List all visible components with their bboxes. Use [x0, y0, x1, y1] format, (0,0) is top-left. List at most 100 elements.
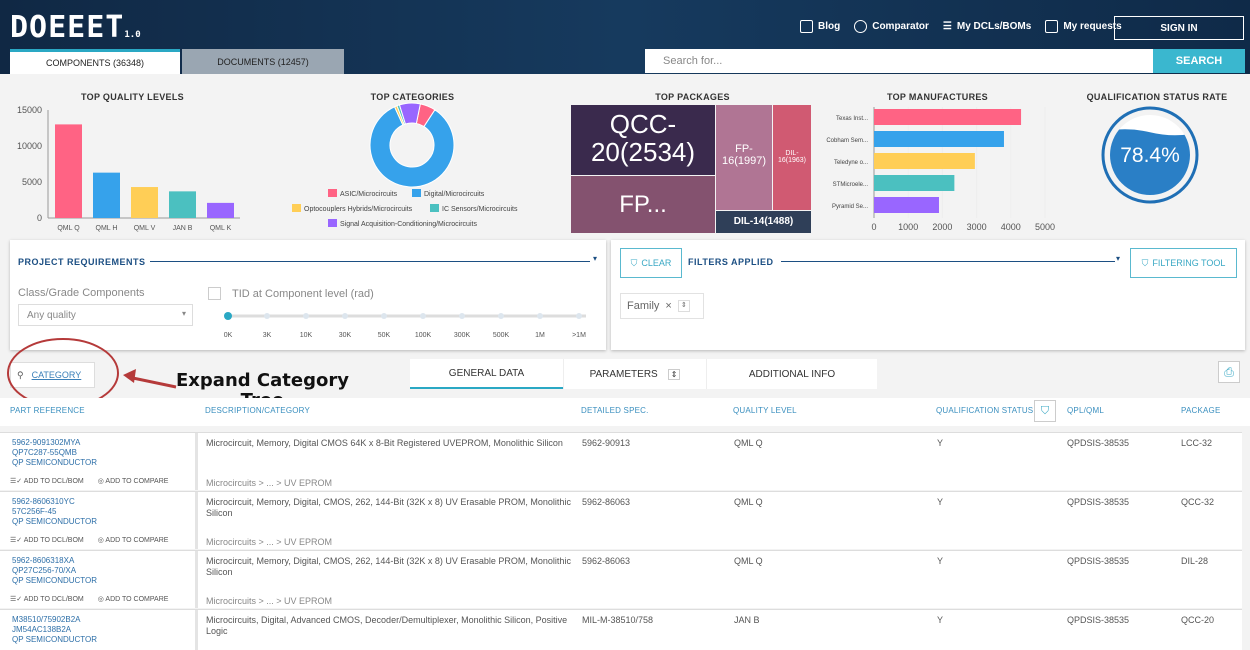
slider-stop [381, 313, 387, 319]
add-to-dcl-button[interactable]: ☰✓ ADD TO DCL/BOM [10, 478, 84, 485]
search-input[interactable]: Search for... [645, 49, 1153, 73]
legend-swatch [328, 189, 337, 197]
col-detailed-spec[interactable]: DETAILED SPEC. [581, 406, 649, 415]
add-to-compare-button[interactable]: ◎ ADD TO COMPARE [97, 596, 169, 603]
treemap-cell-fp[interactable]: FP... [571, 176, 715, 233]
table-row[interactable]: 5962-8606310YC 57C256F-45 QP SEMICONDUCT… [0, 491, 1242, 549]
categories-chart-title: TOP CATEGORIES [370, 92, 455, 102]
part-alt-number[interactable]: JM54AC138B2A [12, 625, 72, 634]
manufacturer[interactable]: QP SEMICONDUCTOR [12, 576, 98, 585]
nav-blog[interactable]: Blog [800, 20, 840, 33]
manufactures-chart-title: TOP MANUFACTURES [887, 92, 988, 102]
close-icon[interactable]: × [665, 300, 672, 312]
nav-dcls[interactable]: ☰ My DCLs/BOMs [942, 21, 1032, 32]
tab-general-data[interactable]: GENERAL DATA [410, 359, 563, 389]
add-to-dcl-button[interactable]: ☰✓ ADD TO DCL/BOM [10, 596, 84, 603]
quality-level: QML Q [734, 556, 763, 566]
category-button[interactable]: ⚲ CATEGORY [10, 362, 95, 388]
manufacturer[interactable]: QP SEMICONDUCTOR [12, 635, 98, 644]
col-package[interactable]: PACKAGE [1181, 406, 1221, 415]
collapse-icon[interactable]: ▾ [593, 254, 598, 263]
table-row[interactable]: 5962-9091302MYA QP7C287-55QMB QP SEMICON… [0, 432, 1242, 490]
treemap-cell-qcc20[interactable]: QCC-20(2534) [571, 105, 715, 175]
project-requirements-title: PROJECT REQUIREMENTS [18, 257, 146, 267]
tab-additional-info[interactable]: ADDITIONAL INFO [706, 359, 877, 389]
detailed-spec[interactable]: 5962-86063 [582, 497, 631, 507]
bar [874, 153, 975, 169]
family-filter-chip[interactable]: Family × ⇕ [620, 293, 704, 319]
col-part-reference[interactable]: PART REFERENCE [10, 406, 85, 415]
filter-icon: ⛉ [1141, 257, 1149, 268]
detailed-spec[interactable]: 5962-90913 [582, 438, 631, 448]
part-number[interactable]: 5962-9091302MYA [12, 438, 81, 447]
document-icon [1045, 20, 1059, 33]
tab-documents[interactable]: DOCUMENTS (12457) [182, 49, 344, 74]
packages-treemap: QCC-20(2534) FP... FP-16(1997) DIL-16(19… [571, 105, 811, 233]
col-quality-level[interactable]: QUALITY LEVEL [733, 406, 797, 415]
qualification-chart-title: QUALIFICATION STATUS RATE [1086, 92, 1228, 102]
treemap-cell-fp16[interactable]: FP-16(1997) [716, 105, 772, 210]
packages-chart-title: TOP PACKAGES [655, 92, 730, 102]
add-to-compare-button[interactable]: ◎ ADD TO COMPARE [97, 537, 169, 544]
treemap-cell-dil14[interactable]: DIL-14(1488) [716, 211, 811, 233]
qualification-status: Y [937, 438, 944, 448]
part-alt-number[interactable]: QP27C256-70/XA [12, 566, 77, 575]
tab-parameters[interactable]: PARAMETERS ⇕ [563, 359, 706, 389]
col-qpl[interactable]: QPL/QML [1067, 406, 1104, 415]
legend-entry: IC Sensors/Microcircuits [442, 206, 518, 213]
search-button[interactable]: SEARCH [1153, 49, 1245, 73]
top-nav: Blog Comparator ☰ My DCLs/BOMs My request… [800, 20, 1122, 33]
nav-comparator[interactable]: Comparator [854, 20, 929, 33]
class-grade-select[interactable]: Any quality ▾ [18, 304, 193, 326]
collapse-icon[interactable]: ▾ [1116, 254, 1121, 263]
bar [93, 172, 120, 218]
detailed-spec[interactable]: 5962-86063 [582, 556, 631, 566]
class-grade-label: Class/Grade Components [18, 287, 145, 299]
part-number[interactable]: 5962-8606318XA [12, 556, 75, 565]
col-description[interactable]: DESCRIPTION/CATEGORY [205, 406, 311, 415]
part-alt-number[interactable]: QP7C287-55QMB [12, 448, 77, 457]
slider-tick-label: 0K [224, 332, 233, 339]
y-tick-label: 5000 [22, 177, 42, 187]
manufactures-chart: 0 1000 2000 3000 4000 5000 Texas Inst... Cobham… [826, 107, 1055, 232]
filtering-tool-button[interactable]: ⛉ FILTERING TOOL [1130, 248, 1237, 278]
nav-requests[interactable]: My requests [1045, 20, 1122, 33]
slider-tick-label: 10K [300, 332, 313, 339]
bar [874, 197, 939, 213]
tid-checkbox[interactable] [208, 287, 221, 300]
tid-slider[interactable]: 0K 3K 10K 30K 50K 100K 300K 500K 1M >1M [206, 308, 591, 342]
category-path[interactable]: Microcircuits > ... > UV EPROM [206, 478, 333, 488]
filter-icon[interactable]: ⛉ [1034, 400, 1056, 422]
table-row[interactable]: 5962-8606318XA QP27C256-70/XA QP SEMICON… [0, 550, 1242, 608]
sort-icon[interactable]: ⇕ [667, 368, 681, 380]
col-qualification-status[interactable]: QUALIFICATION STATUS [936, 406, 1034, 415]
part-alt-number[interactable]: 57C256F-45 [12, 507, 57, 516]
table-row[interactable]: M38510/75902B2A JM54AC138B2A QP SEMICOND… [0, 609, 1242, 650]
clear-button[interactable]: ⛉ CLEAR [620, 248, 682, 278]
qpl-qml: QPDSIS-38535 [1067, 438, 1130, 448]
manufacturer[interactable]: QP SEMICONDUCTOR [12, 458, 98, 467]
add-to-dcl-button[interactable]: ☰✓ ADD TO DCL/BOM [10, 537, 84, 544]
print-icon[interactable]: ⎙ [1218, 361, 1240, 383]
list-icon: ☰ [942, 21, 952, 32]
bar [874, 175, 955, 191]
part-number[interactable]: 5962-8606310YC [12, 497, 75, 506]
x-tick-label: QML Q [57, 225, 80, 232]
package: QCC-32 [1181, 497, 1215, 507]
category-path[interactable]: Microcircuits > ... > UV EPROM [206, 596, 333, 606]
tab-components[interactable]: COMPONENTS (36348) [10, 49, 180, 74]
slider-stop [342, 313, 348, 319]
manufacturer[interactable]: QP SEMICONDUCTOR [12, 517, 98, 526]
sort-icon[interactable]: ⇕ [677, 300, 690, 312]
tree-icon: ⚲ [17, 369, 24, 380]
add-to-compare-button[interactable]: ◎ ADD TO COMPARE [97, 478, 169, 485]
y-tick-label: Texas Inst... [836, 116, 868, 122]
logo[interactable]: DOEEET1.0 [10, 10, 141, 45]
sign-in-button[interactable]: SIGN IN [1114, 16, 1244, 40]
category-path[interactable]: Microcircuits > ... > UV EPROM [206, 537, 333, 547]
detailed-spec[interactable]: MIL-M-38510/758 [582, 615, 654, 625]
qualification-gauge: 78.4% [1101, 106, 1199, 204]
x-tick-label: 2000 [932, 222, 952, 232]
part-number[interactable]: M38510/75902B2A [12, 615, 81, 624]
treemap-cell-dil16[interactable]: DIL-16(1963) [773, 105, 811, 210]
